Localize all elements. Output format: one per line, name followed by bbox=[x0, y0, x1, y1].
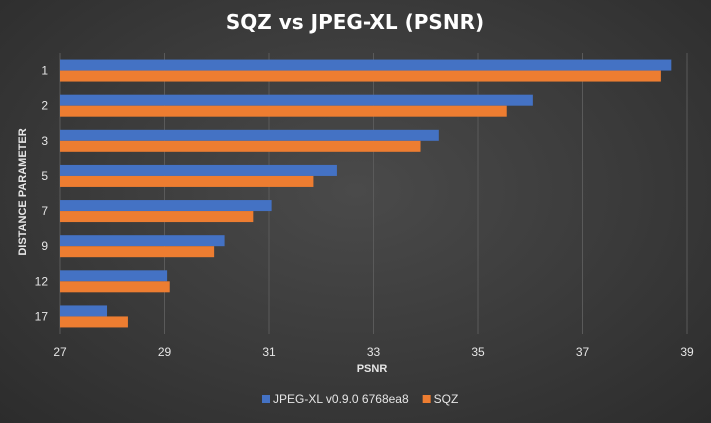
bar bbox=[60, 305, 108, 317]
x-tick-label: 31 bbox=[262, 345, 276, 359]
bar bbox=[60, 59, 672, 71]
x-tick-label: 29 bbox=[158, 345, 172, 359]
legend-swatch bbox=[422, 395, 431, 403]
legend: JPEG-XL v0.9.0 6768ea8 SQZ bbox=[262, 392, 458, 406]
bar bbox=[60, 281, 170, 293]
legend-swatch bbox=[262, 395, 270, 403]
bar bbox=[60, 129, 439, 141]
chart-title: SQZ vs JPEG-XL (PSNR) bbox=[226, 10, 484, 34]
y-tick-label: 7 bbox=[41, 204, 48, 218]
x-tick-label: 33 bbox=[367, 345, 381, 359]
x-tick-labels: 27 29 31 33 35 37 39 bbox=[53, 345, 694, 359]
x-axis-title: PSNR bbox=[357, 363, 388, 375]
x-tick-label: 35 bbox=[471, 345, 485, 359]
bar bbox=[60, 316, 128, 328]
y-tick-label: 2 bbox=[41, 99, 48, 113]
bar bbox=[60, 164, 337, 176]
y-tick-label: 9 bbox=[41, 239, 48, 253]
bar bbox=[60, 175, 314, 187]
x-tick-label: 39 bbox=[680, 345, 694, 359]
y-tick-label: 17 bbox=[35, 309, 49, 323]
y-tick-label: 1 bbox=[41, 64, 48, 78]
y-axis-title: DISTANCE PARAMETER bbox=[17, 128, 29, 255]
bar bbox=[60, 70, 661, 82]
bar bbox=[60, 235, 225, 247]
bar bbox=[60, 105, 507, 117]
x-tick-label: 37 bbox=[576, 345, 590, 359]
bar bbox=[60, 200, 272, 212]
bar bbox=[60, 94, 533, 106]
y-tick-label: 12 bbox=[35, 274, 49, 288]
y-tick-label: 3 bbox=[41, 134, 48, 148]
bar bbox=[60, 246, 215, 258]
x-tick-label: 27 bbox=[53, 345, 67, 359]
y-tick-label: 5 bbox=[41, 169, 48, 183]
bar bbox=[60, 270, 168, 282]
bar bbox=[60, 140, 421, 152]
bars bbox=[60, 59, 672, 328]
bar bbox=[60, 211, 254, 223]
legend-label: JPEG-XL v0.9.0 6768ea8 bbox=[273, 392, 409, 406]
legend-label: SQZ bbox=[434, 392, 459, 406]
